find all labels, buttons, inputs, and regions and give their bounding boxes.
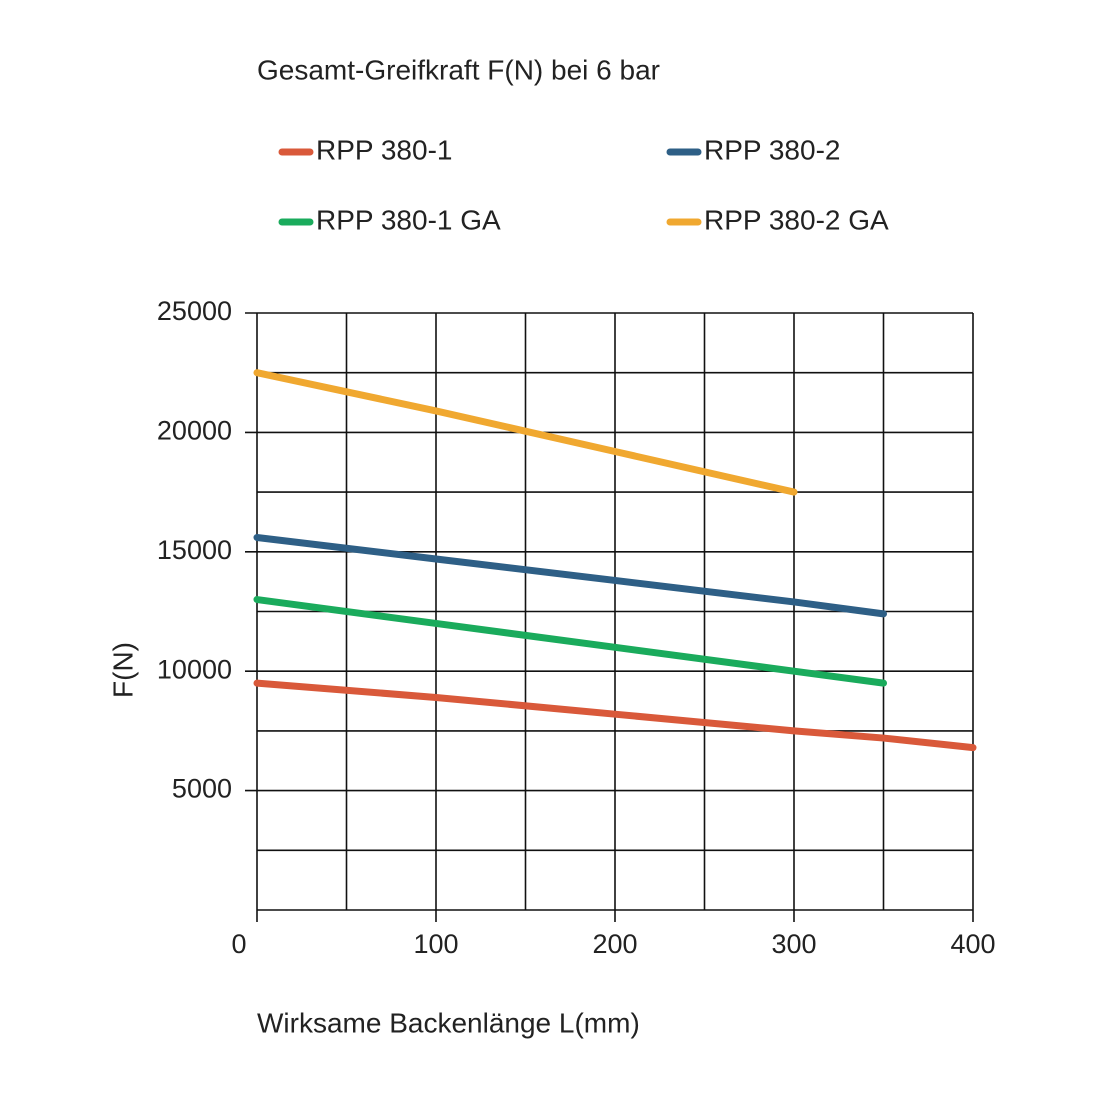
data-line [253,369,798,496]
y-tick-label: 5000 [172,774,232,804]
x-tick-label: 400 [950,929,995,959]
x-tick-label: 100 [413,929,458,959]
y-tick-label: 10000 [157,654,232,684]
x-axis-label: Wirksame Backenlänge L(mm) [257,1007,640,1038]
legend-label: RPP 380-2 GA [704,204,889,235]
legend-label: RPP 380-1 GA [316,204,501,235]
y-axis-label: F(N) [107,642,138,698]
y-tick-label: 15000 [157,535,232,565]
y-tick-label: 20000 [157,416,232,446]
data-line [253,596,887,687]
x-tick-label: 0 [231,929,246,959]
x-tick-label: 200 [592,929,637,959]
y-tick-label: 25000 [157,296,232,326]
x-tick-label: 300 [771,929,816,959]
data-line [253,679,977,752]
legend-label: RPP 380-2 [704,134,840,165]
data-line [253,533,887,618]
legend-label: RPP 380-1 [316,134,452,165]
chart-title: Gesamt-Greifkraft F(N) bei 6 bar [257,54,660,85]
